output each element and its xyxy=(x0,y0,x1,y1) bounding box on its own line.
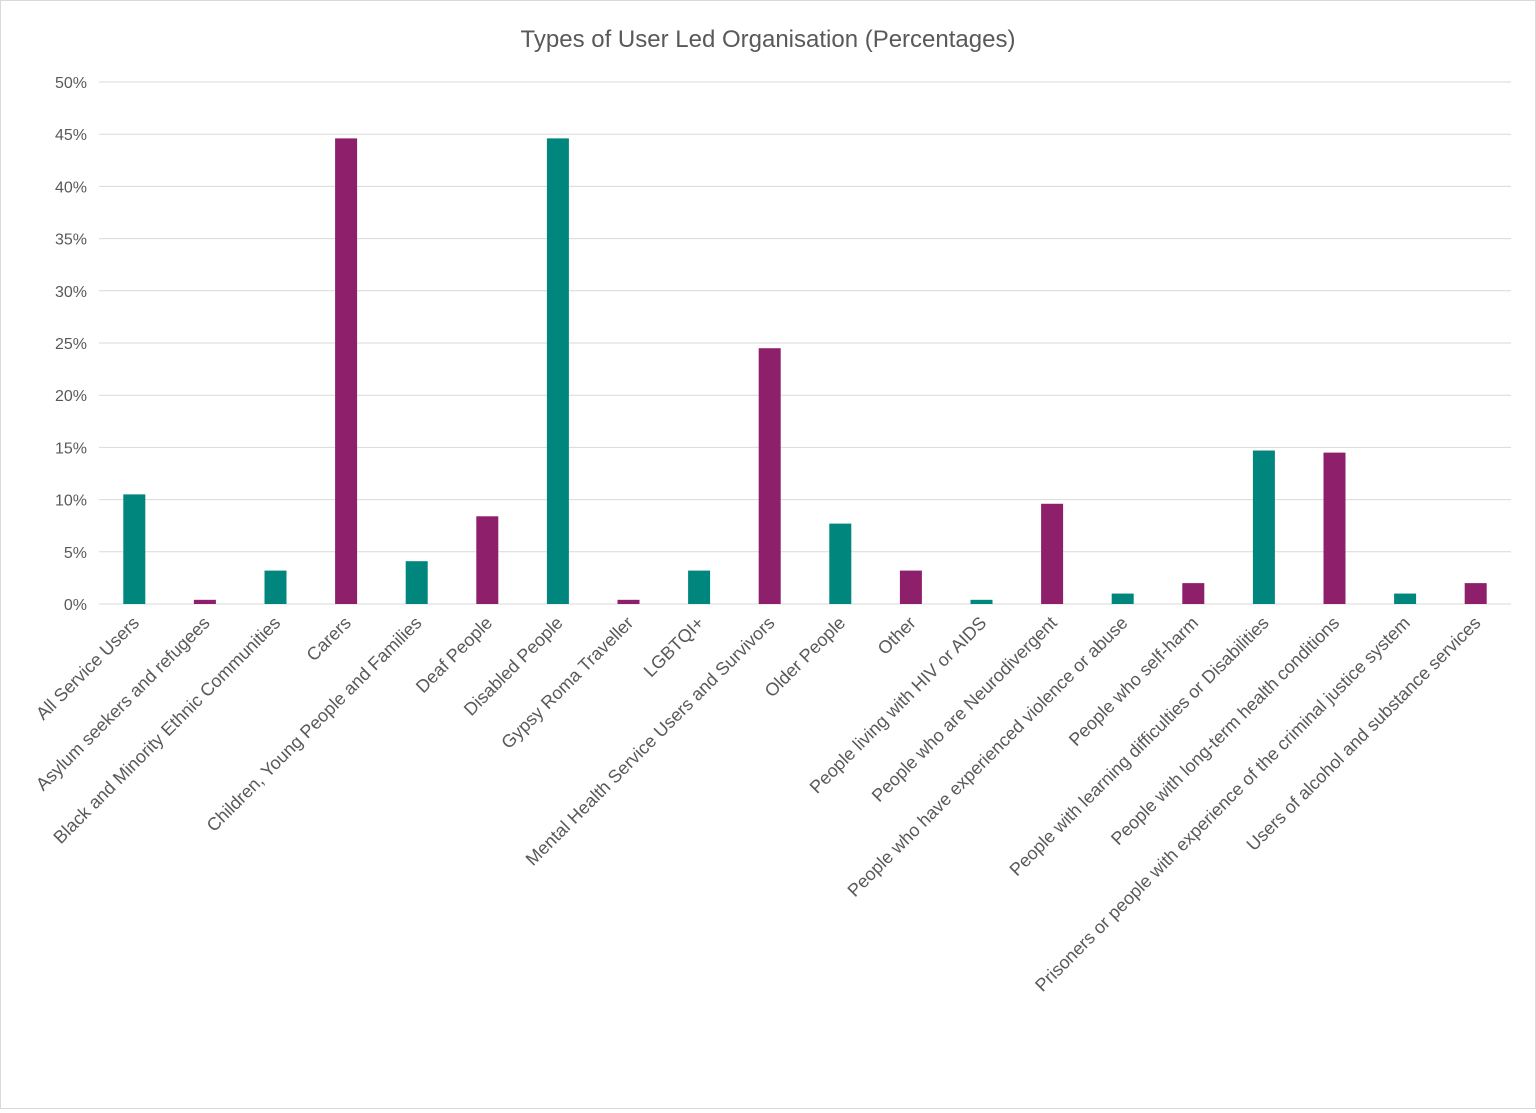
y-tick-label: 10% xyxy=(55,493,87,510)
bar xyxy=(758,348,781,604)
y-tick-label: 15% xyxy=(55,440,87,457)
y-tick-label: 45% xyxy=(55,127,87,144)
bar xyxy=(829,523,852,604)
gridlines xyxy=(99,81,1511,553)
bar xyxy=(193,599,216,604)
bar xyxy=(476,516,499,604)
y-tick-label: 30% xyxy=(55,284,87,301)
y-tick-label: 5% xyxy=(64,545,87,562)
bar xyxy=(264,570,287,604)
x-tick-label: Other xyxy=(874,613,920,659)
bar xyxy=(1252,450,1275,604)
chart-title: Types of User Led Organisation (Percenta… xyxy=(521,26,1016,53)
bar xyxy=(1111,593,1134,604)
bar xyxy=(1041,503,1064,604)
y-axis-tick-labels: 0% 5% 10% 15% 20% 25% 30% 35% 40% 45% 50% xyxy=(55,75,87,614)
y-tick-label: 20% xyxy=(55,388,87,405)
bar xyxy=(123,494,146,604)
x-tick-label: People with learning difficulties or Dis… xyxy=(1006,613,1273,880)
bar xyxy=(1394,593,1417,604)
y-tick-label: 40% xyxy=(55,179,87,196)
bar xyxy=(899,570,922,604)
bar xyxy=(1464,583,1487,604)
y-tick-label: 0% xyxy=(64,597,87,614)
x-tick-label: LGBTQI+ xyxy=(640,613,708,681)
x-tick-label: Carers xyxy=(303,613,355,665)
bar xyxy=(335,138,358,604)
bar xyxy=(1182,583,1205,604)
x-tick-label: Gypsy Roma Traveller xyxy=(497,613,637,753)
y-tick-label: 25% xyxy=(55,336,87,353)
bar xyxy=(970,599,993,604)
x-tick-label: People who self-harm xyxy=(1065,613,1202,750)
x-tick-label: Mental Health Service Users and Survivor… xyxy=(522,613,779,870)
bar xyxy=(688,570,711,604)
bar xyxy=(546,138,569,604)
bar xyxy=(617,599,640,604)
bar xyxy=(1323,452,1346,604)
y-tick-label: 50% xyxy=(55,75,87,92)
bars xyxy=(123,138,1487,604)
bar xyxy=(405,561,428,604)
y-tick-label: 35% xyxy=(55,232,87,249)
